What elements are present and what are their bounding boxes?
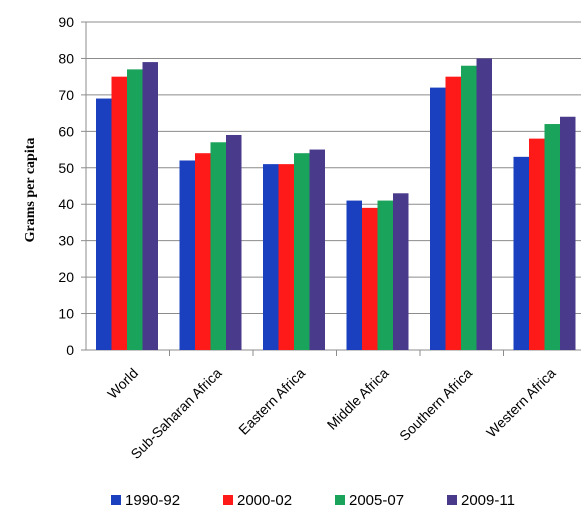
legend-swatch: [111, 495, 121, 505]
x-tick-label: Western Africa: [483, 365, 559, 441]
bar: [461, 66, 477, 350]
y-tick-label: 0: [66, 342, 74, 358]
gridlines: [86, 22, 581, 314]
bar: [263, 164, 279, 350]
bar: [294, 153, 310, 350]
bar: [446, 77, 462, 350]
y-axis-label: Grams per capita: [23, 138, 38, 243]
legend: 1990-92 2000-02 2005-07 2009-11: [111, 492, 515, 509]
bar: [112, 77, 128, 350]
bar: [127, 69, 143, 350]
bar: [143, 62, 159, 350]
legend-swatch: [447, 495, 457, 505]
bar: [477, 58, 493, 350]
legend-swatch: [223, 495, 233, 505]
bar: [378, 201, 394, 350]
x-tick-label: Middle Africa: [324, 365, 392, 433]
bar: [226, 135, 242, 350]
y-tick-label: 80: [58, 50, 74, 66]
y-tick-label: 60: [58, 123, 74, 139]
y-tick-label: 10: [58, 306, 74, 322]
x-tick-label: Eastern Africa: [235, 365, 308, 438]
y-tick-label: 70: [58, 87, 74, 103]
bar: [96, 99, 112, 350]
x-tick-label: World: [104, 365, 141, 402]
bar: [195, 153, 211, 350]
bar: [347, 201, 363, 350]
legend-swatch: [335, 495, 345, 505]
x-tick-label: Southern Africa: [396, 365, 475, 444]
y-tick-labels: 0 10 20 30 40 50 60 70 80 90: [58, 14, 74, 358]
y-tick-label: 50: [58, 160, 74, 176]
y-tick-label: 40: [58, 196, 74, 212]
bar: [180, 160, 196, 350]
bar: [545, 124, 561, 350]
legend-label: 2009-11: [461, 492, 515, 509]
bar: [211, 142, 227, 350]
y-tick-label: 90: [58, 14, 74, 30]
x-tick-label: Sub-Saharan Africa: [127, 365, 224, 462]
bar: [279, 164, 295, 350]
bar: [310, 150, 326, 350]
bar: [560, 117, 576, 350]
bar: [529, 139, 545, 350]
bar: [362, 208, 378, 350]
legend-label: 2005-07: [349, 492, 404, 509]
legend-label: 1990-92: [125, 492, 180, 509]
y-tick-label: 30: [58, 233, 74, 249]
bar: [393, 193, 409, 350]
legend-label: 2000-02: [237, 492, 292, 509]
bar: [514, 157, 530, 350]
y-tick-label: 20: [58, 269, 74, 285]
bar: [430, 88, 446, 350]
